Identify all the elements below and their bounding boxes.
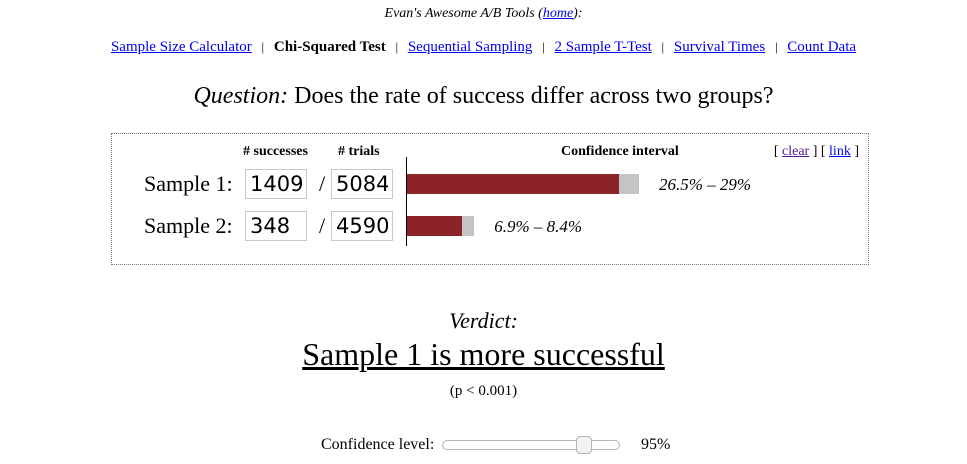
question: Question: Does the rate of success diffe… — [0, 83, 967, 110]
bracket: ] [ — [812, 144, 826, 159]
clear-link[interactable]: clear — [782, 144, 810, 159]
nav-separator: | — [774, 39, 778, 54]
site-title-prefix: Evan's Awesome A/B Tools ( — [384, 6, 543, 21]
site-header: Evan's Awesome A/B Tools (home): — [0, 6, 967, 22]
sample-2-successes-input[interactable] — [245, 211, 307, 241]
sample-2-trials-input[interactable] — [331, 211, 393, 241]
nav-sample-size-calculator[interactable]: Sample Size Calculator — [110, 39, 252, 55]
verdict-text: Sample 1 is more successful — [302, 336, 665, 372]
nav-count-data[interactable]: Count Data — [787, 39, 857, 55]
slash: / — [319, 213, 326, 238]
sample-1-ci-text: 26.5% – 29% — [659, 175, 752, 194]
sample-2-point-bar — [407, 216, 463, 236]
nav-separator: | — [542, 39, 545, 54]
site-title-suffix: ): — [573, 6, 583, 21]
bracket: ] — [854, 144, 859, 159]
question-label: Question: — [193, 83, 289, 109]
sample-2-ci-text: 6.9% – 8.4% — [494, 217, 583, 236]
sample-1-trials-input[interactable] — [331, 169, 393, 199]
nav-survival-times[interactable]: Survival Times — [673, 39, 766, 55]
share-link[interactable]: link — [829, 144, 851, 159]
confidence-label: Confidence level: — [321, 436, 435, 453]
nav-sequential-sampling[interactable]: Sequential Sampling — [407, 39, 533, 55]
nav-separator: | — [661, 39, 665, 54]
sample-1-interval-bar — [619, 174, 639, 194]
question-text: Does the rate of success differ across t… — [294, 83, 774, 109]
successes-header: # successes — [243, 144, 308, 159]
nav-separator: | — [395, 39, 399, 54]
p-value: (p < 0.001) — [449, 383, 518, 399]
input-panel: # successes # trials Confidence interval… — [111, 133, 869, 265]
sample-1-point-bar — [407, 174, 619, 194]
sample-2-label: Sample 2: — [144, 213, 233, 238]
tool-nav: Sample Size Calculator | Chi-Squared Tes… — [0, 39, 967, 56]
nav-chi-squared-test: Chi-Squared Test — [273, 39, 386, 55]
panel-links: [ clear ] [ link ] — [774, 144, 859, 160]
home-link[interactable]: home — [542, 6, 574, 21]
bracket: [ — [773, 144, 779, 159]
nav-separator: | — [261, 39, 265, 54]
sample-1-label: Sample 1: — [144, 171, 233, 196]
trials-header: # trials — [338, 144, 380, 159]
ci-axis — [406, 157, 407, 246]
ci-header: Confidence interval — [561, 144, 679, 159]
sample-2-interval-bar — [462, 216, 475, 236]
confidence-slider-thumb[interactable] — [576, 436, 592, 454]
verdict-label: Verdict: — [449, 308, 518, 333]
slash: / — [319, 171, 326, 196]
sample-1-successes-input[interactable] — [245, 169, 307, 199]
nav-2-sample-t-test[interactable]: 2 Sample T-Test — [554, 39, 652, 55]
confidence-slider-track[interactable] — [442, 440, 620, 450]
confidence-value: 95% — [641, 436, 671, 453]
